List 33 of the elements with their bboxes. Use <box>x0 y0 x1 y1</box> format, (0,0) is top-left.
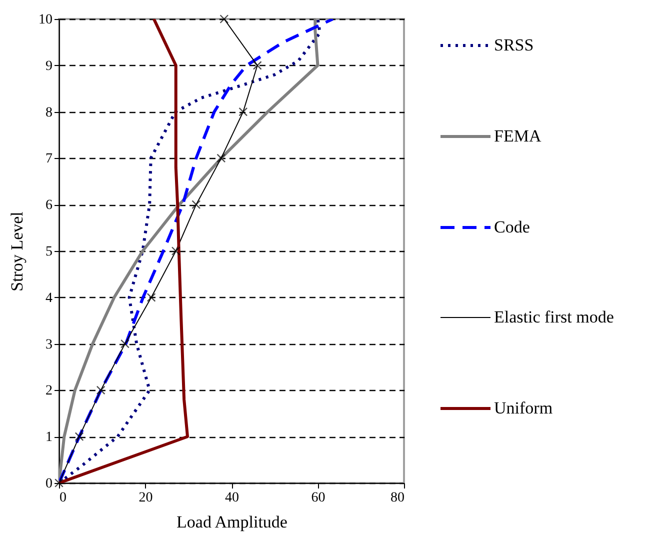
point <box>171 246 180 256</box>
x-tick-label: 60 <box>311 490 326 506</box>
y-tick-label: 3 <box>46 337 52 352</box>
y-tick-label: 2 <box>46 384 52 399</box>
legend-label: FEMA <box>494 126 542 146</box>
point <box>74 432 84 442</box>
x-tick-label: 20 <box>138 490 153 506</box>
point <box>238 107 248 116</box>
y-tick-label: 5 <box>46 244 52 260</box>
point <box>120 339 130 348</box>
y-tick-label: 10 <box>38 12 52 28</box>
y-tick-label: 6 <box>46 198 52 214</box>
y-tick-label: 0 <box>46 476 52 492</box>
y-axis-title: Stroy Level <box>8 211 26 292</box>
point <box>146 292 156 302</box>
point <box>192 200 201 210</box>
y-tick-label: 7 <box>46 152 52 167</box>
point <box>252 60 262 70</box>
legend-label: Uniform <box>494 398 553 418</box>
point <box>216 154 226 163</box>
legend-label: Elastic first mode <box>494 308 614 326</box>
x-tick-label: 0 <box>60 490 66 506</box>
x-tick-label: 80 <box>390 490 404 506</box>
x-tick-label: 40 <box>225 490 239 506</box>
y-tick-label: 4 <box>46 290 52 306</box>
point <box>220 14 229 24</box>
y-tick-label: 9 <box>46 58 52 74</box>
y-tick-label: 1 <box>46 430 52 446</box>
x-axis-title: Load Amplitude <box>176 512 288 532</box>
point <box>96 386 106 395</box>
y-tick-label: 8 <box>46 105 52 120</box>
legend-label: SRSS <box>494 36 534 54</box>
legend-label: Code <box>494 218 530 236</box>
